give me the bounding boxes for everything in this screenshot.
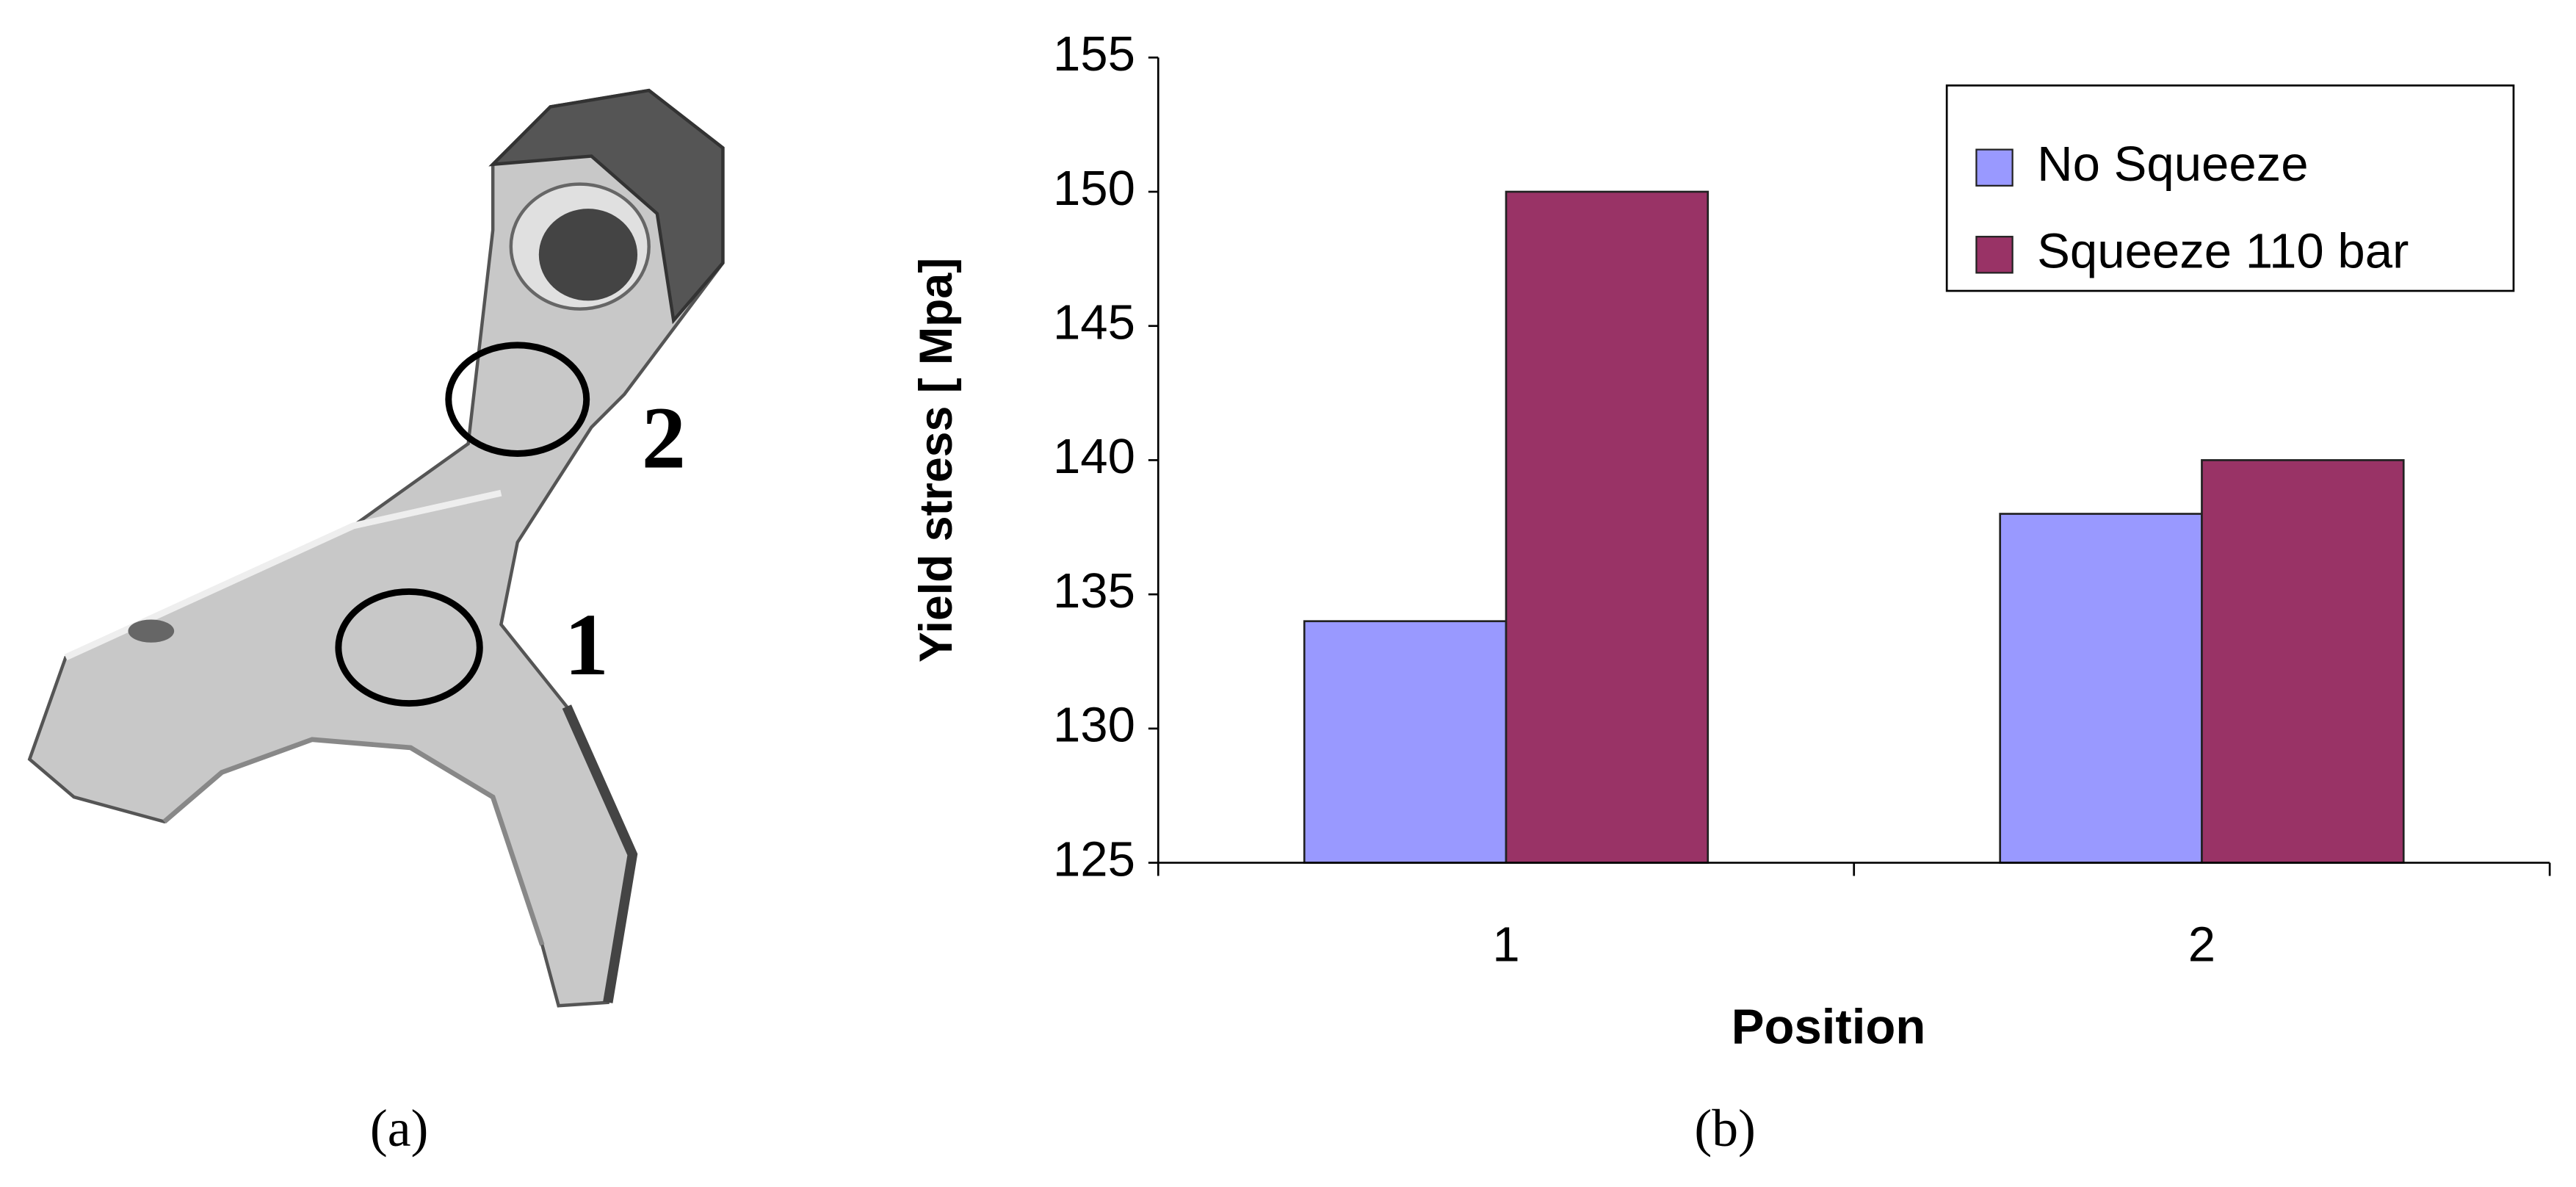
bar <box>2201 459 2405 864</box>
y-tick-label: 135 <box>1053 563 1135 618</box>
marker-label: 1 <box>564 596 608 694</box>
part-drawing <box>27 88 725 1008</box>
y-tick-label: 155 <box>1053 26 1135 82</box>
y-tick-label: 125 <box>1053 831 1135 887</box>
panel-label: (b) <box>1694 1100 1755 1158</box>
legend-box <box>1945 84 2515 292</box>
legend-swatch <box>1975 148 2014 187</box>
legend-label: No Squeeze <box>2037 137 2308 192</box>
y-tick-label: 130 <box>1053 698 1135 753</box>
y-tick-label: 150 <box>1053 161 1135 216</box>
legend-label: Squeeze 110 bar <box>2037 224 2409 279</box>
bar <box>1505 190 1710 864</box>
y-tick-label: 140 <box>1053 429 1135 484</box>
legend-swatch <box>1975 236 2014 274</box>
x-tick-label: 1 <box>1492 917 1519 973</box>
x-axis-label: Position <box>1732 1000 1926 1055</box>
x-tick-label: 2 <box>2188 917 2215 973</box>
panel-label: (a) <box>370 1100 428 1158</box>
y-tick-label: 145 <box>1053 295 1135 350</box>
y-axis-label: Yield stress [ Mpa] <box>911 258 962 663</box>
bar <box>1303 620 1508 864</box>
bar <box>1999 513 2203 864</box>
marker-label: 2 <box>642 389 686 487</box>
